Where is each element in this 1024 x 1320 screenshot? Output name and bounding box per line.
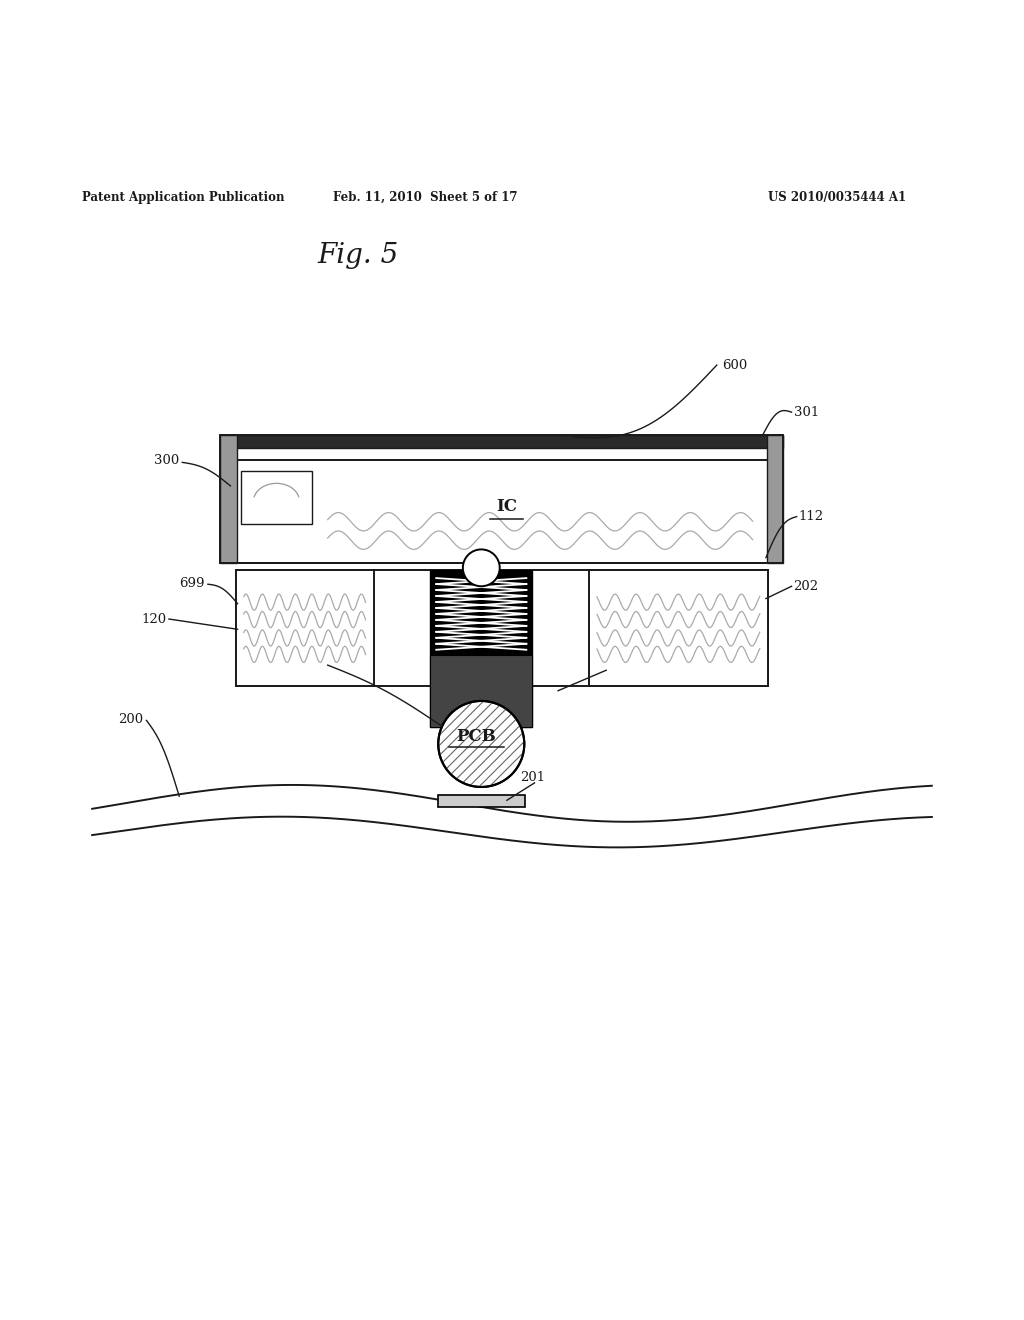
Bar — [220, 434, 237, 562]
Bar — [220, 434, 783, 562]
Text: Fig. 5: Fig. 5 — [317, 242, 399, 269]
Text: Patent Application Publication: Patent Application Publication — [82, 190, 285, 203]
Bar — [430, 570, 532, 726]
Bar — [438, 795, 524, 808]
Text: 699: 699 — [179, 577, 205, 590]
Text: 120: 120 — [141, 612, 167, 626]
Bar — [236, 570, 374, 685]
Bar — [241, 470, 312, 524]
Bar — [589, 570, 768, 685]
Text: 201: 201 — [520, 771, 545, 784]
Text: Feb. 11, 2010  Sheet 5 of 17: Feb. 11, 2010 Sheet 5 of 17 — [333, 190, 517, 203]
Text: 202: 202 — [794, 579, 819, 593]
Text: 108B: 108B — [609, 664, 644, 677]
Text: 600: 600 — [722, 359, 748, 372]
Bar — [430, 655, 532, 726]
Text: 300: 300 — [154, 454, 179, 467]
Text: US 2010/0035444 A1: US 2010/0035444 A1 — [768, 190, 906, 203]
Bar — [767, 434, 783, 562]
Text: 112: 112 — [799, 510, 824, 523]
Bar — [220, 434, 783, 447]
Text: 109: 109 — [300, 659, 326, 672]
Circle shape — [438, 701, 524, 787]
Bar — [236, 570, 768, 685]
Text: 200: 200 — [118, 713, 143, 726]
Text: PCB: PCB — [457, 729, 496, 746]
Text: IC: IC — [497, 498, 517, 515]
Text: 301: 301 — [794, 405, 819, 418]
Bar — [236, 461, 768, 562]
Circle shape — [463, 549, 500, 586]
